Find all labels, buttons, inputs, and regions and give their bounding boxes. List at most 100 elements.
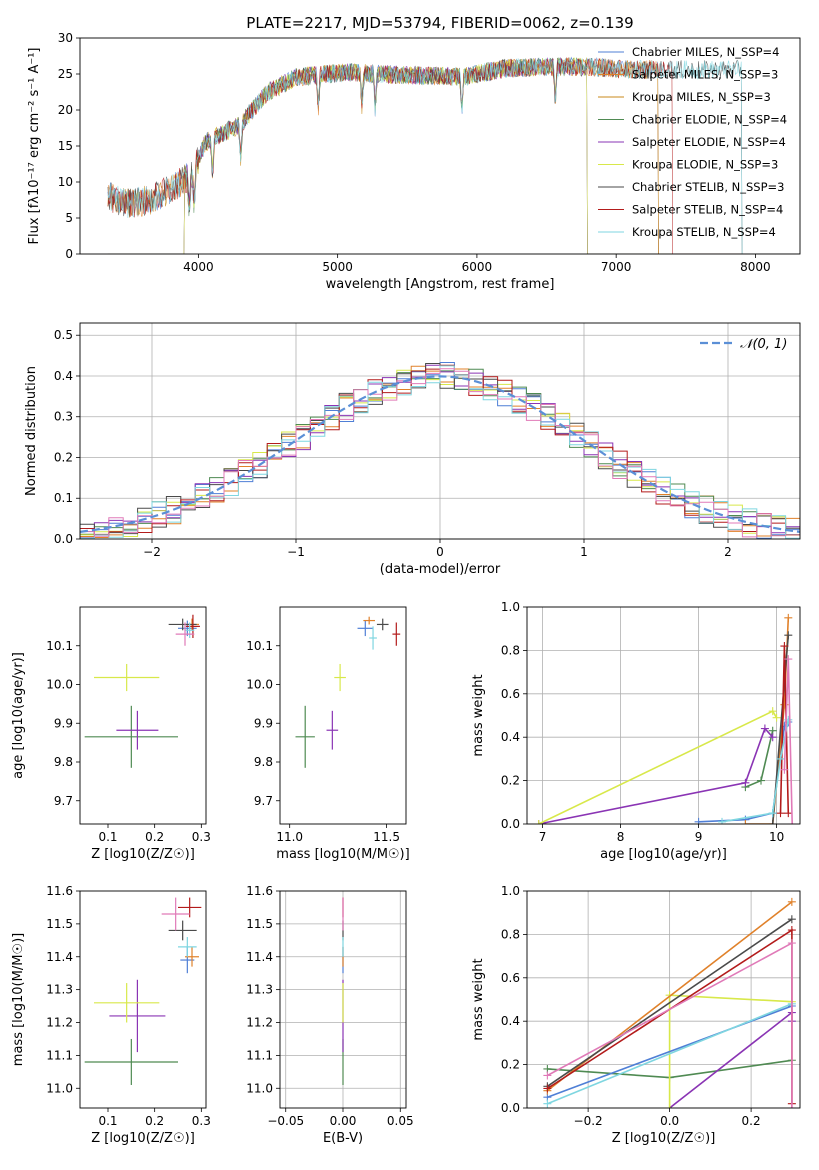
x-axis-label: wavelength [Angstrom, rest frame]: [326, 277, 555, 292]
x-tick-label: −2: [143, 545, 161, 559]
panel-age-vs-Z: 0.1 0.2 0.3 9.7 9.8 9.9 10.0 10.1 Z [log10(Z/Z☉)…: [11, 606, 211, 862]
y-tick-label: 0.0: [54, 532, 73, 546]
y-tick-label: 0.1: [54, 491, 73, 505]
point-marker: [787, 939, 796, 948]
x-axis-label: Z [log10(Z/Z☉)]: [91, 847, 195, 862]
x-tick-label: 0.1: [98, 830, 117, 844]
x-axis-label: E(B-V): [323, 1131, 363, 1146]
mass-weight-line: [669, 1010, 793, 1108]
x-tick-label: −0.05: [267, 1114, 304, 1128]
y-tick-label: 11.1: [46, 1048, 73, 1062]
y-tick-label: 11.2: [246, 1016, 273, 1030]
point-marker: [787, 926, 796, 935]
y-axis-label: mass weight: [471, 958, 486, 1040]
normal-curve: [80, 375, 800, 533]
x-tick-label: 2: [724, 545, 732, 559]
x-tick-label: 0.2: [742, 1114, 761, 1128]
panel-age-vs-mass: 11.0 11.5 9.7 9.8 9.9 10.0 10.1 mass [log10(M/M…: [246, 606, 410, 862]
y-tick-label: 11.5: [46, 917, 73, 931]
mass-weight-line: [547, 1003, 793, 1105]
axes-frame: [79, 890, 207, 1109]
legend-entry: Salpeter ELODIE, N_SSP=4: [632, 135, 786, 149]
y-axis-label: mass weight: [471, 674, 486, 756]
plot-area: [107, 56, 800, 254]
spectrum-line: [107, 57, 800, 254]
x-tick-label: −1: [287, 545, 305, 559]
y-tick-label: 9.7: [254, 794, 273, 808]
y-tick-label: 30: [58, 31, 73, 45]
plot-area: [295, 616, 401, 768]
y-tick-label: 11.3: [246, 983, 273, 997]
y-tick-label: 0.0: [501, 817, 520, 831]
x-tick-label: 0.00: [330, 1114, 357, 1128]
point-marker: [787, 897, 796, 906]
point-marker: [780, 765, 789, 774]
legend: Chabrier MILES, N_SSP=4 Salpeter MILES, N…: [598, 45, 787, 239]
point-marker: [543, 1084, 552, 1093]
legend-entry: Salpeter MILES, N_SSP=3: [632, 68, 778, 82]
y-axis-label: Normed distribution: [24, 366, 39, 496]
legend-entry: Kroupa ELODIE, N_SSP=3: [632, 158, 778, 172]
panel-mass-weight-vs-age: 7 8 9 10 0.0 0.2 0.4 0.6 0.8 1.0 age [log10(age/yr…: [471, 600, 801, 862]
x-tick-label: 0.1: [98, 1114, 117, 1128]
y-tick-label: 11.0: [46, 1081, 73, 1095]
x-tick-label: 5000: [322, 260, 353, 274]
axes-frame: [526, 890, 801, 1109]
y-tick-label: 0.4: [501, 1014, 520, 1028]
y-tick-label: 0.8: [501, 643, 520, 657]
y-tick-label: 15: [58, 139, 73, 153]
panel-mass-vs-ebv: −0.05 0.00 0.05 11.0 11.1 11.2 11.3 11.4 11.5 11.…: [246, 884, 413, 1146]
x-tick-label: 0.3: [192, 830, 211, 844]
y-tick-label: 11.4: [46, 950, 73, 964]
panel-mass-weight-vs-Z: −0.2 0.0 0.2 0.0 0.2 0.4 0.6 0.8 1.0 Z [log10(Z/Z…: [471, 884, 801, 1146]
mass-weight-line: [745, 730, 774, 788]
y-tick-label: 20: [58, 103, 73, 117]
plot-area: [84, 897, 202, 1085]
point-marker: [665, 1104, 674, 1108]
x-tick-label: 9: [695, 830, 703, 844]
x-tick-label: 0.2: [145, 830, 164, 844]
point-marker: [534, 820, 543, 824]
y-tick-label: 11.1: [246, 1048, 273, 1062]
panel-residuals: −2 −1 0 1 2 0.0 0.1 0.2 0.3 0.4 0.5 (data-model)/er…: [24, 322, 801, 577]
plot-area: [543, 897, 796, 1108]
point-marker: [768, 733, 777, 742]
spectrum-line: [107, 57, 800, 254]
plot-area: [534, 613, 797, 824]
legend-entry: 𝒩(0, 1): [740, 337, 787, 352]
x-tick-label: 7000: [601, 260, 632, 274]
x-axis-label: mass [log10(M/M☉)]: [276, 847, 409, 862]
y-tick-label: 0.2: [501, 1058, 520, 1072]
figure-title: PLATE=2217, MJD=53794, FIBERID=0062, z=0…: [246, 14, 633, 32]
legend-entry: Salpeter STELIB, N_SSP=4: [632, 203, 783, 217]
point-marker: [788, 820, 797, 824]
axes-frame: [279, 890, 407, 1109]
mass-weight-line: [538, 710, 778, 824]
x-tick-label: 1: [580, 545, 588, 559]
point-marker: [768, 707, 777, 716]
y-tick-label: 0.2: [54, 450, 73, 464]
axes-frame: [279, 606, 407, 825]
point-marker: [768, 809, 777, 818]
y-tick-label: 0.8: [501, 927, 520, 941]
point-marker: [787, 1104, 796, 1108]
point-marker: [760, 724, 769, 733]
legend-entry: Chabrier ELODIE, N_SSP=4: [632, 113, 787, 127]
x-tick-label: 8: [617, 830, 625, 844]
axes-frame: [526, 606, 801, 825]
y-tick-label: 0.6: [501, 687, 520, 701]
y-axis-label: mass [log10(M/M☉)]: [11, 933, 26, 1066]
point-marker: [694, 817, 703, 824]
x-tick-label: 10: [769, 830, 784, 844]
plot-area: [84, 614, 200, 768]
point-marker: [784, 631, 793, 640]
mass-weight-line: [538, 726, 774, 824]
spectrum-line: [107, 57, 800, 254]
x-axis-label: Z [log10(Z/Z☉)]: [612, 1131, 716, 1146]
point-marker: [741, 820, 750, 824]
axes-frame: [79, 606, 207, 825]
point-marker: [543, 1099, 552, 1108]
x-tick-label: 11.0: [276, 830, 303, 844]
spectrum-line: [107, 57, 800, 254]
legend-entry: Chabrier MILES, N_SSP=4: [632, 45, 779, 59]
